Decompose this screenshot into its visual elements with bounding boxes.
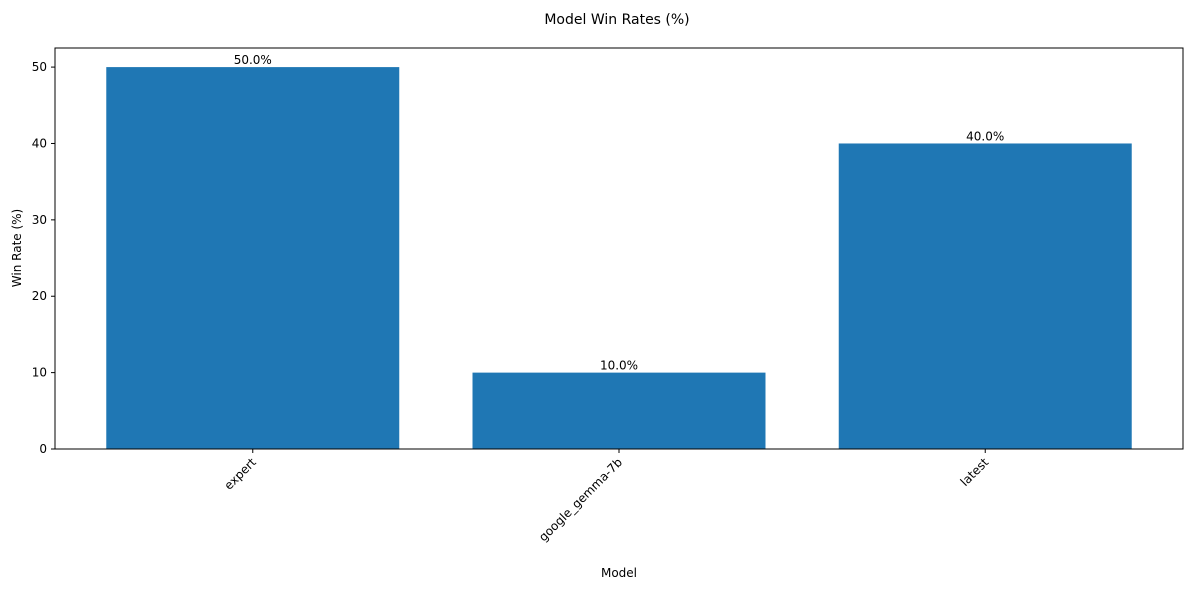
y-axis-ticks: 0 10 20 30 40 50 <box>32 60 55 456</box>
bar-value-label-google_gemma-7b: 10.0% <box>600 359 638 373</box>
y-tick-label-10: 10 <box>32 366 47 380</box>
bar-data-labels: 50.0% 10.0% 40.0% <box>234 53 1005 373</box>
bar-value-label-expert: 50.0% <box>234 53 272 67</box>
y-tick-label-40: 40 <box>32 136 47 150</box>
x-tick-label-expert: expert <box>221 455 259 493</box>
chart-title: Model Win Rates (%) <box>544 12 689 28</box>
x-tick-label-latest: latest <box>958 455 992 489</box>
y-axis-label: Win Rate (%) <box>10 209 24 287</box>
x-axis-label: Model <box>601 566 637 580</box>
plot-area-frame <box>54 47 1184 450</box>
y-tick-label-20: 20 <box>32 289 47 303</box>
bar-expert <box>106 67 400 449</box>
bars <box>106 67 1132 449</box>
y-tick-label-50: 50 <box>32 60 47 74</box>
bar-latest <box>838 143 1132 449</box>
x-tick-label-google_gemma-7b: google_gemma-7b <box>536 455 625 544</box>
bar-value-label-latest: 40.0% <box>966 129 1004 143</box>
y-tick-label-0: 0 <box>39 442 47 456</box>
x-axis-ticks: expert google_gemma-7b latest <box>221 449 992 544</box>
bar-google_gemma-7b <box>472 372 766 449</box>
y-tick-label-30: 30 <box>32 213 47 227</box>
